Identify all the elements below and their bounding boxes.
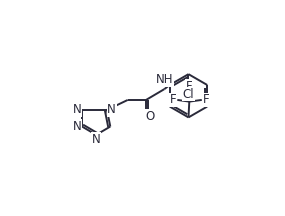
Text: NH: NH: [156, 73, 173, 86]
Text: N: N: [73, 120, 82, 133]
Text: O: O: [145, 110, 154, 123]
Text: Cl: Cl: [183, 88, 194, 101]
Text: N: N: [92, 133, 101, 146]
Text: F: F: [203, 94, 209, 106]
Text: F: F: [186, 80, 193, 93]
Text: F: F: [170, 94, 176, 106]
Text: N: N: [107, 103, 116, 116]
Text: N: N: [73, 103, 82, 116]
